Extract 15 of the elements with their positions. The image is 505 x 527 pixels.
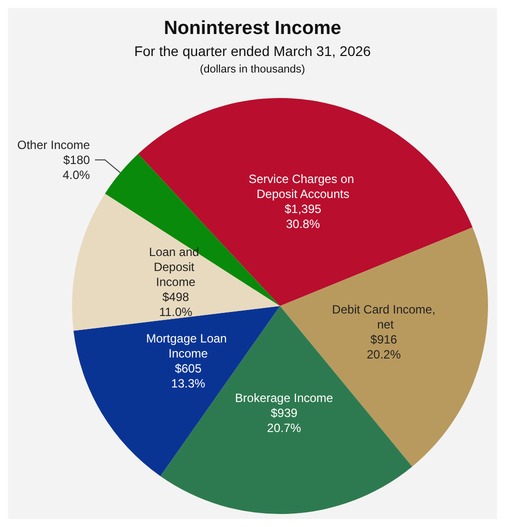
slice-label: Mortgage Loan Income bbox=[146, 331, 230, 360]
data-label: $498 11.0% bbox=[159, 290, 193, 320]
data-label: $605 13.3% bbox=[171, 361, 206, 390]
slice-label: Debit Card Income, net bbox=[332, 302, 436, 332]
text: (dollars in thousands) bbox=[200, 64, 306, 76]
slice-label: Service Charges on Deposit Accounts bbox=[248, 172, 358, 201]
slice-label: Brokerage Income bbox=[235, 390, 334, 405]
data-label: $1,395 30.8% bbox=[284, 202, 322, 231]
data-label: $916 20.2% bbox=[366, 332, 402, 362]
data-label: $180 4.0% bbox=[62, 152, 90, 182]
data-label: $939 20.7% bbox=[267, 406, 302, 435]
slice-label: Loan and Deposit Income bbox=[149, 245, 202, 290]
chart-title: Noninterest Income bbox=[164, 18, 342, 39]
chart-subtitle: For the quarter ended March 31, 2026 bbox=[134, 43, 372, 59]
slice-label: Other Income bbox=[17, 138, 90, 152]
